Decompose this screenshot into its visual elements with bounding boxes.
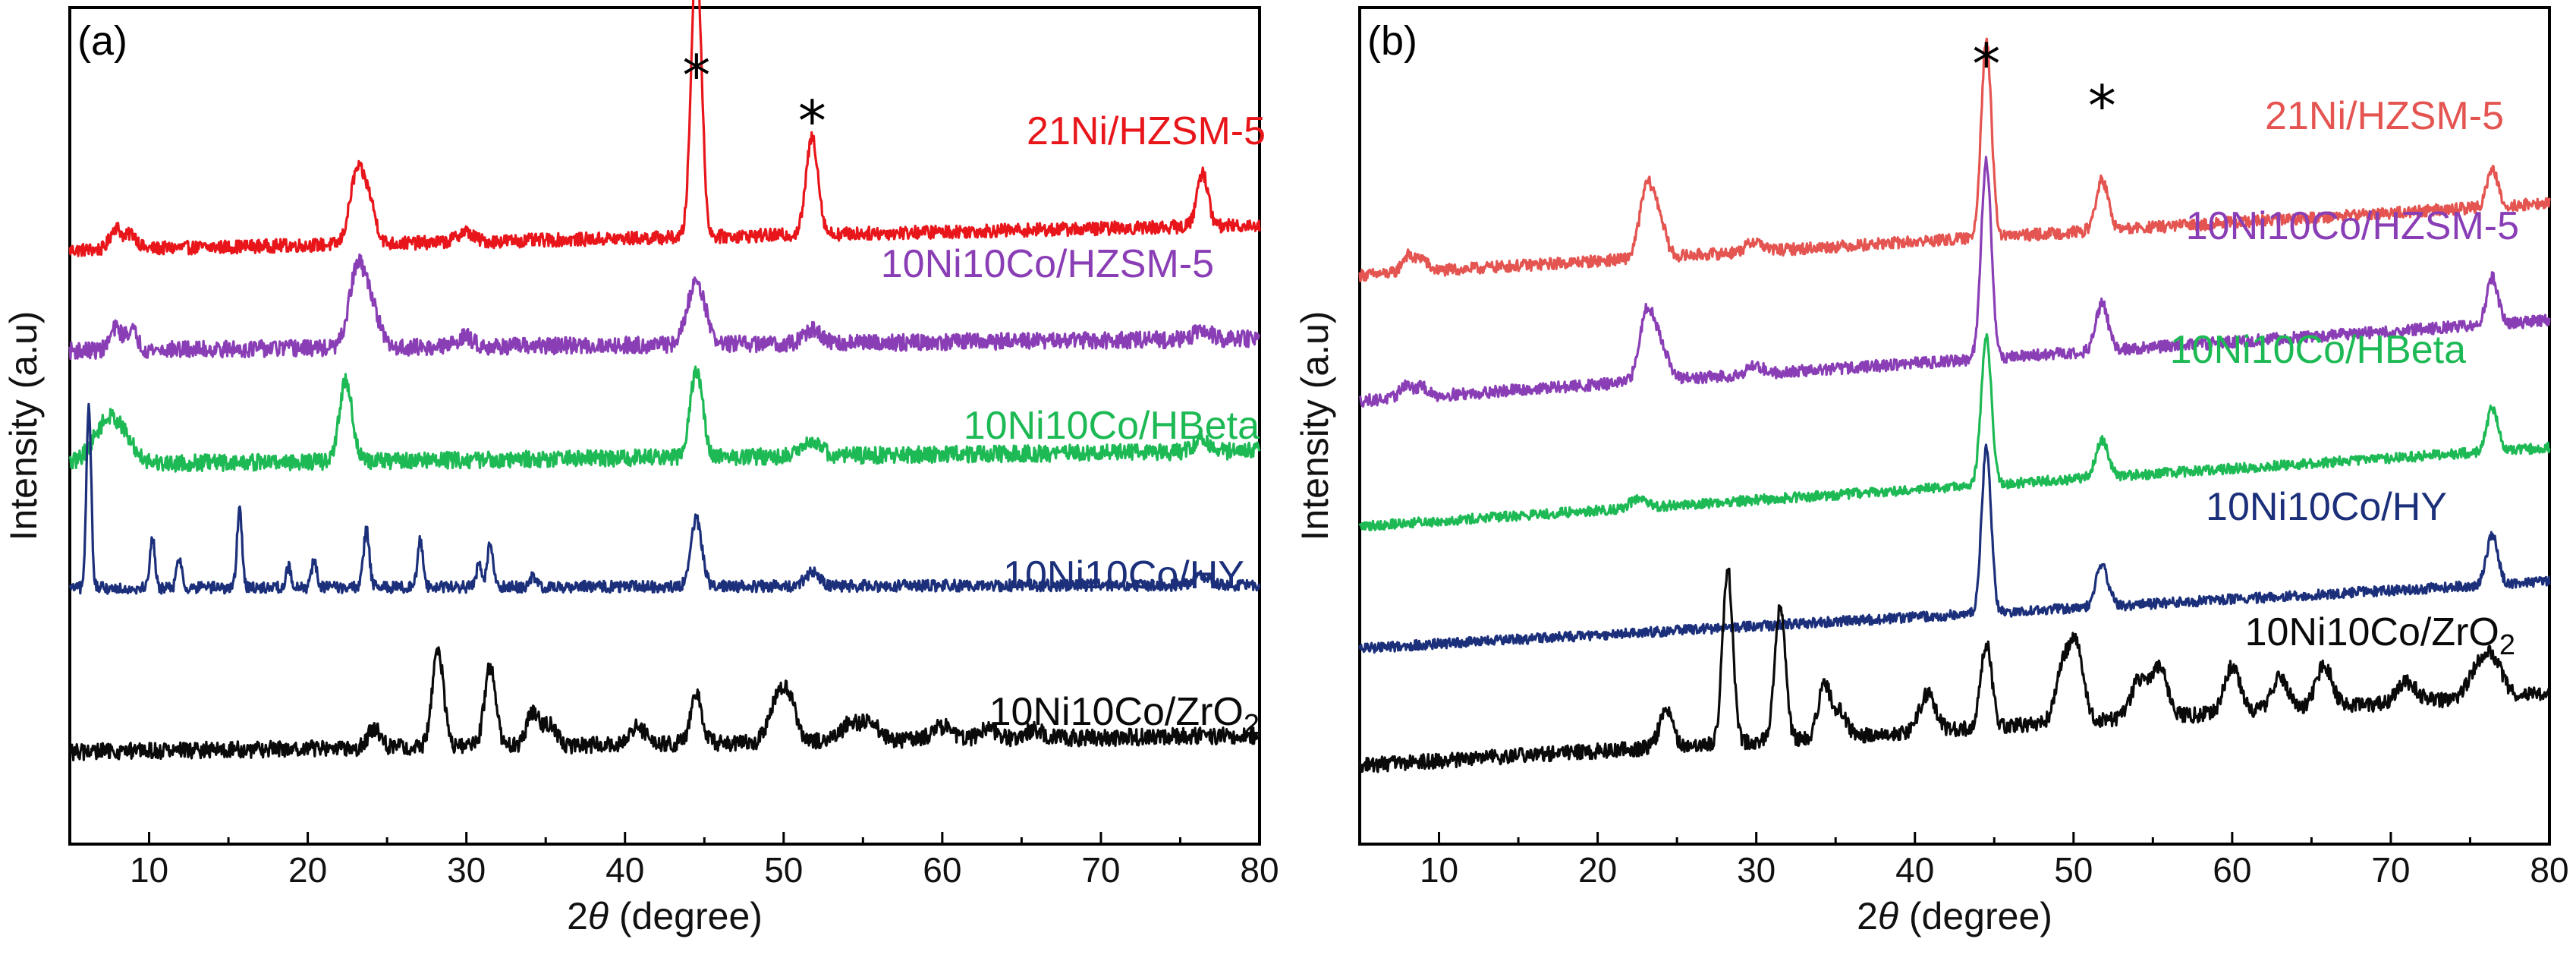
series-label: 10Ni10Co/HBeta [2170,328,2466,372]
plot-frame [68,6,1261,846]
series-label: 10Ni10Co/HY [1003,553,1244,597]
series-line [1358,443,2551,654]
x-tick-label: 20 [1578,850,1617,890]
reflection-marker: * [2088,74,2116,139]
series-label: 21Ni/HZSM-5 [2265,94,2504,138]
x-tick-label: 70 [2371,850,2410,890]
reflection-marker: * [1972,32,2000,97]
x-axis-title: 2θ (degree) [567,895,763,937]
x-tick-label: 30 [447,850,486,890]
series-line [68,253,1261,360]
panel-label: (b) [1367,18,1417,64]
series-line [1358,37,2551,282]
y-axis-title: Intensity (a.u) [1294,311,1336,541]
series-line [68,402,1261,595]
x-tick-label: 40 [1895,850,1934,890]
series-label: 10Ni10Co/ZrO2 [989,690,1260,741]
x-axis-title: 2θ (degree) [1857,895,2052,937]
x-tick-label: 20 [288,850,327,890]
x-tick-label: 60 [923,850,961,890]
panel-label: (a) [77,18,127,64]
x-tick-label: 50 [764,850,803,890]
plot-frame [1358,6,2551,846]
x-tick-label: 30 [1737,850,1776,890]
series-line [1358,156,2551,408]
reflection-marker: * [798,89,826,154]
panel-b: 10 20 30 40 50 60 70 80 2θ (degree) Intensity (a.… [1294,6,2569,937]
series-line [1358,567,2551,774]
reflection-marker: * [682,43,710,109]
series-line [68,646,1261,761]
series-label: 10Ni10Co/HZSM-5 [881,242,1214,286]
x-tick-label: 40 [605,850,644,890]
series-label: 10Ni10Co/HY [2206,485,2447,529]
series-label: 21Ni/HZSM-5 [1027,109,1266,153]
x-tick-label: 70 [1081,850,1120,890]
x-tick-label: 60 [2213,850,2251,890]
panel-a: 10 20 30 40 50 60 70 80 2θ (degree) Intensity (a.… [2,0,1279,937]
x-tick-label: 80 [2530,850,2568,890]
y-axis-title: Intensity (a.u) [2,311,45,541]
series-label: 10Ni10Co/HBeta [964,404,1260,448]
series-label: 10Ni10Co/ZrO2 [2245,610,2515,661]
x-tick-label: 10 [1420,850,1458,890]
series-label: 10Ni10Co/HZSM-5 [2186,204,2519,248]
series-line [68,0,1261,257]
series-line [68,365,1261,473]
x-tick-label: 50 [2054,850,2093,890]
x-tick-label: 80 [1240,850,1279,890]
x-tick-label: 10 [130,850,168,890]
series-line [1358,332,2551,531]
